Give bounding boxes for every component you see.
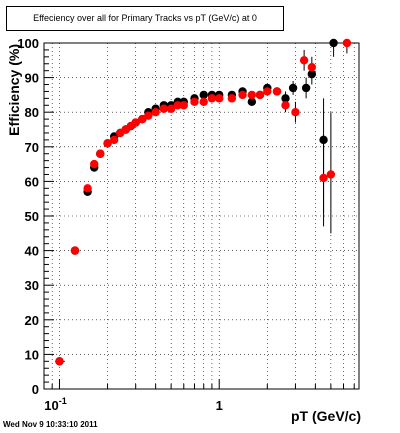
data-point [144,111,153,120]
y-tick-label: 70 [25,140,39,155]
data-point [207,94,217,103]
y-tick-label: 30 [25,278,39,293]
x-tick-label: 10-1 [44,396,66,413]
data-point [109,135,119,145]
data-point [301,83,311,93]
data-point [288,83,298,93]
data-point [190,97,199,107]
y-tick-label: 100 [17,36,39,51]
y-tick-label: 20 [25,313,39,328]
data-point [215,94,224,103]
data-point [131,118,140,127]
data-points [55,38,352,366]
data-point [227,94,237,103]
data-point [199,97,208,107]
y-tick-label: 80 [25,105,39,120]
data-point [238,90,247,100]
data-point [83,184,92,193]
data-point [199,90,208,100]
data-point [151,108,160,117]
x-tick-label: 1 [216,398,223,413]
data-point [255,90,265,100]
data-point [179,101,188,110]
data-point [319,135,328,145]
data-point [166,104,176,113]
data-point [103,139,112,148]
data-point [307,69,317,79]
axes: 0 10 20 30 40 50 60 70 80 90 100 10-1 1 [17,36,355,413]
data-point [272,87,282,96]
y-tick-label: 50 [25,209,39,224]
data-point [326,170,336,179]
data-point [159,104,169,113]
data-point [342,38,352,48]
data-point [299,56,309,65]
data-point [319,173,328,183]
data-point [263,87,272,96]
grid-lines [43,43,359,389]
data-point [281,101,290,110]
chart-title: Effeciency over all for Primary Tracks v… [6,6,284,31]
y-tick-label: 60 [25,174,39,189]
x-axis-title: pT (GeV/c) [291,408,361,424]
y-tick-label: 90 [25,71,39,86]
data-point [247,90,257,100]
data-point [307,63,317,72]
data-point [247,97,257,107]
data-point [291,108,300,117]
data-point [281,94,290,103]
y-tick-label: 10 [25,347,39,362]
data-point [70,246,80,255]
data-point [96,149,105,158]
data-point [173,101,182,110]
y-tick-label: 0 [32,382,39,397]
timestamp: Wed Nov 9 10:33:10 2011 [3,420,98,429]
y-axis-title: Efficiency (%) [6,44,22,136]
y-tick-label: 40 [25,244,39,259]
data-point [90,159,99,169]
data-point [55,357,64,366]
data-point [329,38,338,48]
